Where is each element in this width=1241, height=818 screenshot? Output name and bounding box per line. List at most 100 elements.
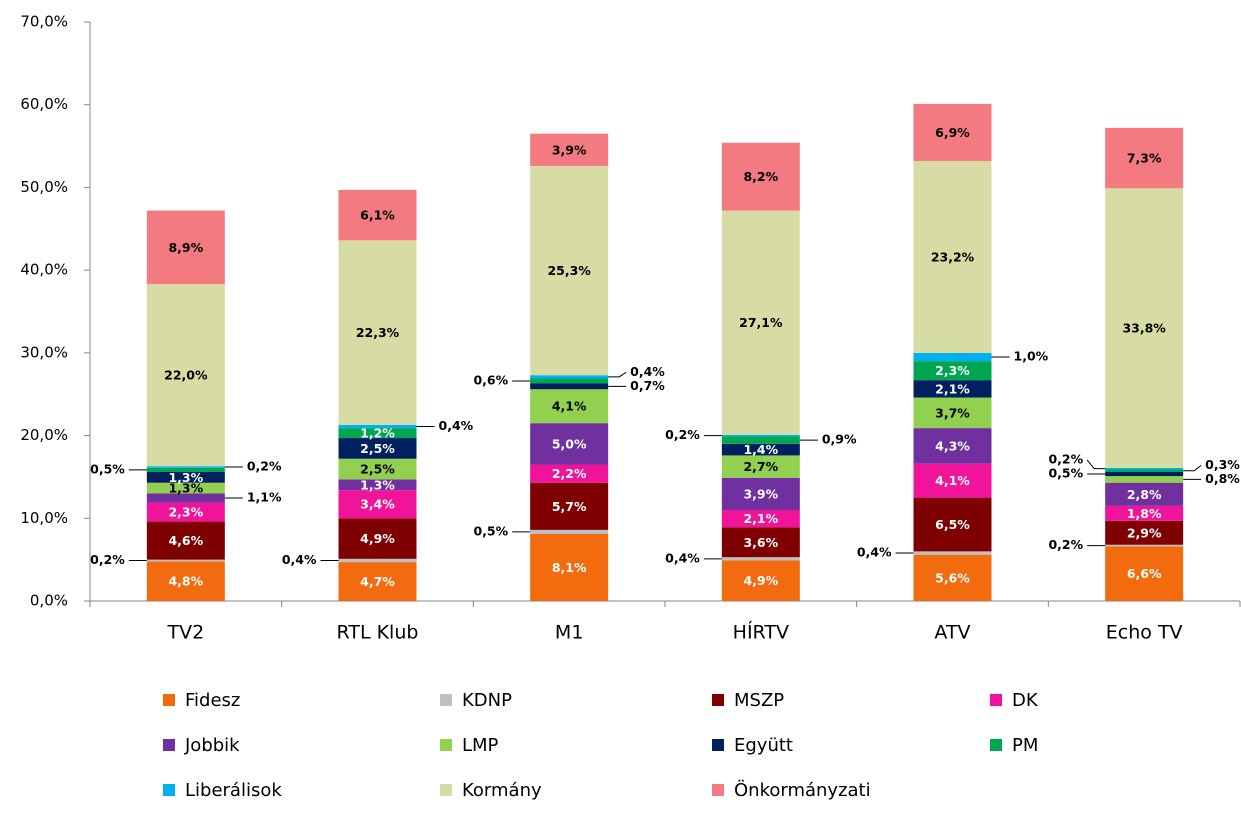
value-label: 1,2%: [360, 426, 395, 441]
value-label: 33,8%: [1122, 321, 1166, 336]
legend-label: Kormány: [462, 780, 542, 801]
value-label: 0,5%: [473, 523, 508, 538]
bar-segment: [530, 383, 609, 390]
y-tick-label: 30,0%: [20, 343, 68, 361]
bar-segment: [913, 160, 992, 353]
bar-segment: [1105, 544, 1184, 547]
bar-segment: [146, 210, 225, 285]
bar-segment: [146, 284, 225, 467]
value-label: 0,3%: [1205, 457, 1240, 472]
bar-segment: [530, 529, 609, 535]
value-label: 1,0%: [1014, 348, 1049, 363]
value-label: 5,0%: [552, 436, 587, 451]
value-label: 5,7%: [552, 499, 587, 514]
bar-segment: [146, 467, 225, 472]
legend-swatch: [712, 784, 724, 796]
bar-segment: [1105, 467, 1184, 470]
value-label: 0,4%: [630, 364, 665, 379]
bar-segment: [913, 380, 992, 398]
value-label: 0,4%: [857, 545, 892, 560]
value-label: 1,8%: [1127, 506, 1162, 521]
value-label: 0,4%: [439, 418, 474, 433]
value-label: 0,2%: [90, 552, 125, 567]
x-tick-label: HÍRTV: [733, 621, 789, 644]
value-label: 2,5%: [360, 462, 395, 477]
bar-segment: [338, 189, 417, 241]
x-tick-label: RTL Klub: [337, 622, 419, 644]
legend-swatch: [163, 739, 175, 751]
value-label: 0,8%: [1205, 471, 1240, 486]
bar-segment: [721, 210, 800, 435]
bar-segment: [146, 482, 225, 494]
value-label: 22,0%: [164, 368, 208, 383]
bar-segment: [530, 423, 609, 465]
legend-label: DK: [1012, 690, 1039, 711]
value-label: 0,4%: [282, 552, 317, 567]
legend-swatch: [990, 739, 1002, 751]
bar-segment: [530, 464, 609, 483]
legend-label: MSZP: [734, 690, 784, 711]
bar-segment: [1105, 127, 1184, 189]
value-label: 4,9%: [743, 573, 778, 588]
value-label: 4,1%: [552, 399, 587, 414]
value-label: 0,5%: [1048, 466, 1083, 481]
value-label: 2,3%: [935, 363, 970, 378]
bar-segment: [530, 482, 609, 530]
bar-segment: [146, 466, 225, 468]
value-label: 4,6%: [168, 533, 203, 548]
bar-segment: [338, 562, 417, 601]
bar-segment: [913, 497, 992, 552]
bar-segment: [1105, 188, 1184, 468]
bar-segment: [913, 551, 992, 555]
bar-segment: [1105, 520, 1184, 545]
value-label: 2,8%: [1127, 487, 1162, 502]
legend-label: Liberálisok: [185, 780, 282, 801]
value-label: 1,4%: [743, 442, 778, 457]
y-tick-label: 40,0%: [20, 261, 68, 279]
y-tick-label: 50,0%: [20, 178, 68, 196]
value-label: 3,4%: [360, 497, 395, 512]
value-label: 6,6%: [1127, 566, 1162, 581]
bar-segment: [721, 436, 800, 444]
value-label: 1,3%: [168, 470, 203, 485]
value-label: 3,9%: [743, 486, 778, 501]
leader-line: [608, 371, 627, 378]
value-label: 5,6%: [935, 570, 970, 585]
legend-swatch: [440, 739, 452, 751]
bar-segment: [721, 142, 800, 211]
value-label: 6,9%: [935, 125, 970, 140]
legend-swatch: [712, 739, 724, 751]
value-label: 6,1%: [360, 208, 395, 223]
x-tick-label: TV2: [166, 622, 204, 644]
bar-segment: [530, 375, 609, 379]
value-label: 3,7%: [935, 405, 970, 420]
value-label: 2,3%: [168, 505, 203, 520]
bar-segment: [1105, 505, 1184, 521]
bar-segment: [338, 479, 417, 491]
bar-segment: [913, 361, 992, 381]
bar-segment: [1105, 482, 1184, 506]
value-label: 0,9%: [822, 432, 857, 447]
value-label: 8,2%: [743, 169, 778, 184]
value-label: 0,2%: [1048, 452, 1083, 467]
leader-line: [1086, 459, 1106, 470]
value-label: 0,7%: [630, 378, 665, 393]
leader-line: [1183, 465, 1202, 472]
bar-segment: [338, 458, 417, 480]
bar-segment: [338, 438, 417, 459]
value-label: 22,3%: [356, 325, 400, 340]
value-label: 2,7%: [743, 459, 778, 474]
bar-segment: [338, 558, 417, 563]
bar-segment: [913, 352, 992, 362]
legend-label: LMP: [462, 735, 499, 756]
bar-segment: [721, 510, 800, 528]
value-label: 0,2%: [1048, 537, 1083, 552]
bar-segment: [338, 424, 417, 429]
legend-swatch: [440, 694, 452, 706]
bar-segment: [530, 534, 609, 601]
bar-segment: [721, 557, 800, 561]
legend-label: Együtt: [734, 735, 793, 756]
value-label: 2,2%: [552, 466, 587, 481]
value-label: 4,1%: [935, 473, 970, 488]
